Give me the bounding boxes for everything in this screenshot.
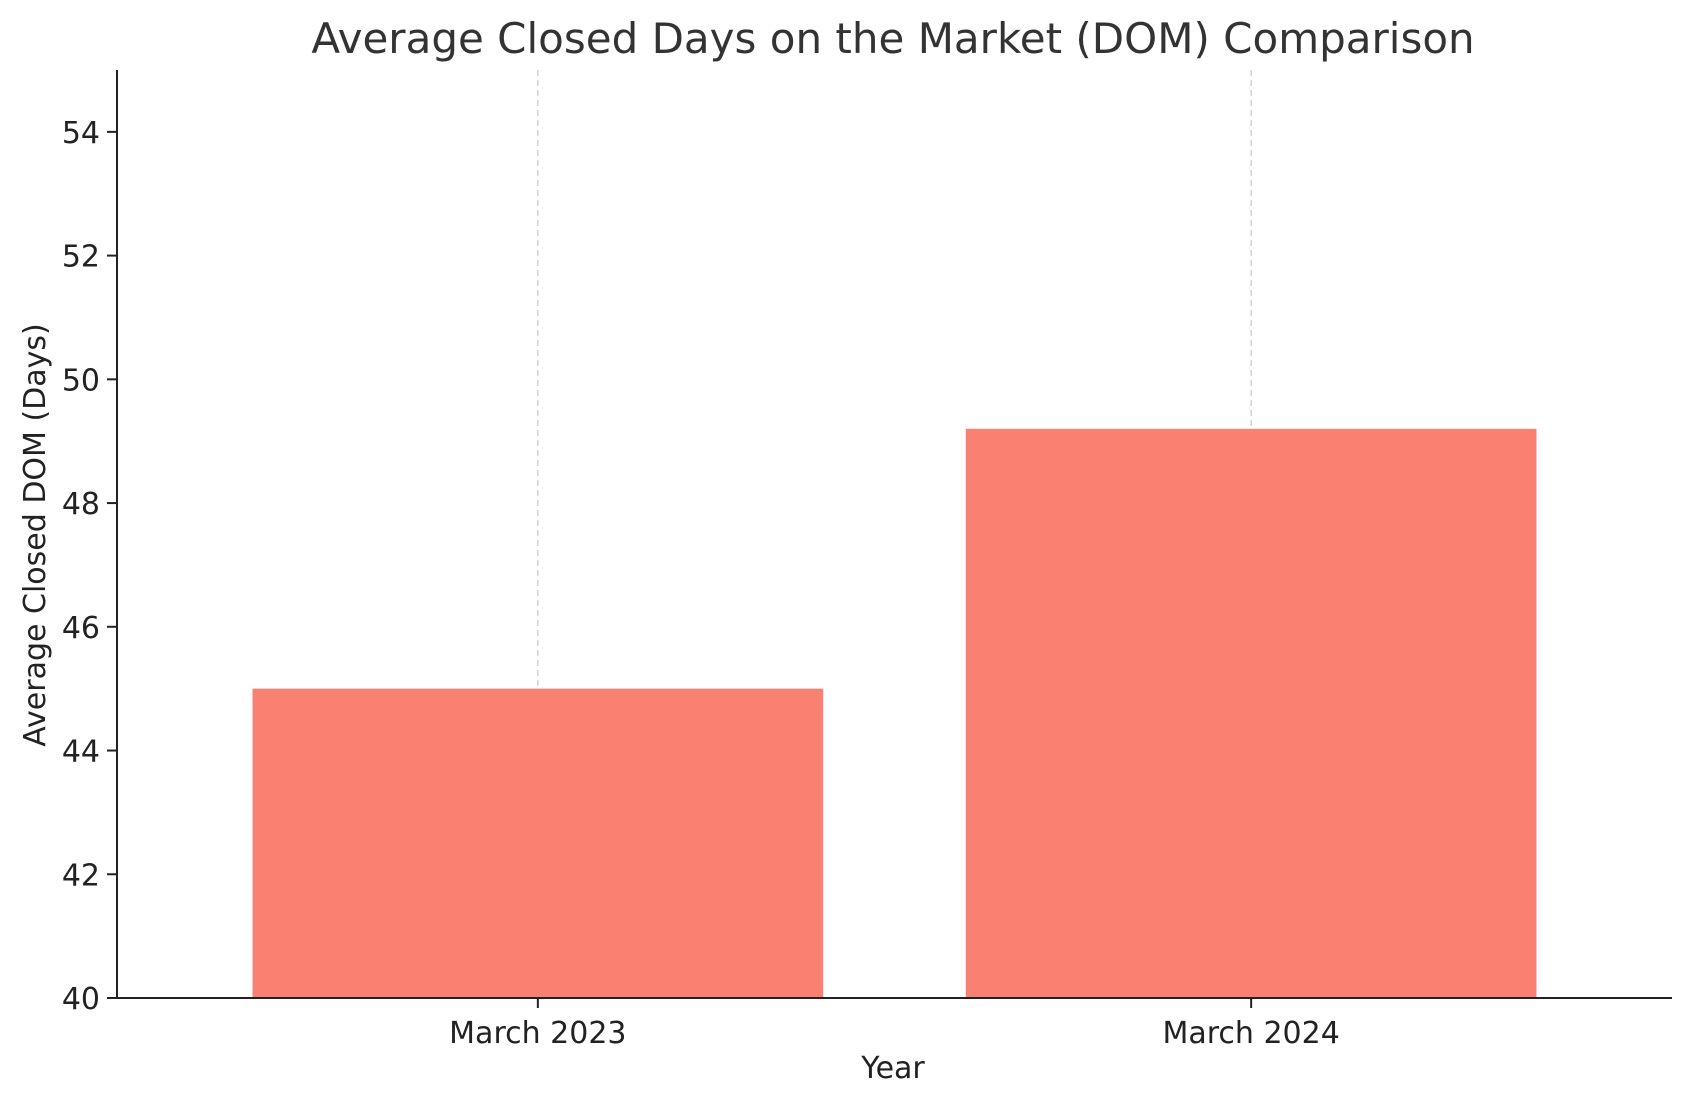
y-tick-label-52: 52	[62, 240, 100, 275]
chart-title: Average Closed Days on the Market (DOM) …	[311, 14, 1474, 63]
y-tick-label-40: 40	[62, 982, 100, 1017]
y-ticks: 40 42 44 46 48 50 52 54	[62, 116, 117, 1017]
bars	[252, 428, 1537, 998]
y-tick-label-54: 54	[62, 116, 100, 151]
x-tick-label-1: March 2023	[449, 1016, 626, 1051]
x-axis-label: Year	[860, 1051, 925, 1086]
x-ticks: March 2023 March 2024	[449, 998, 1340, 1051]
bar-2	[965, 428, 1537, 998]
y-tick-label-48: 48	[62, 487, 100, 522]
axes	[116, 70, 1672, 999]
bar-1	[252, 688, 824, 998]
y-tick-label-44: 44	[62, 735, 100, 770]
x-tick-label-2: March 2024	[1162, 1016, 1339, 1051]
y-axis-label: Average Closed DOM (Days)	[18, 323, 53, 746]
y-tick-label-50: 50	[62, 363, 100, 398]
y-tick-label-46: 46	[62, 611, 100, 646]
y-tick-label-42: 42	[62, 858, 100, 893]
